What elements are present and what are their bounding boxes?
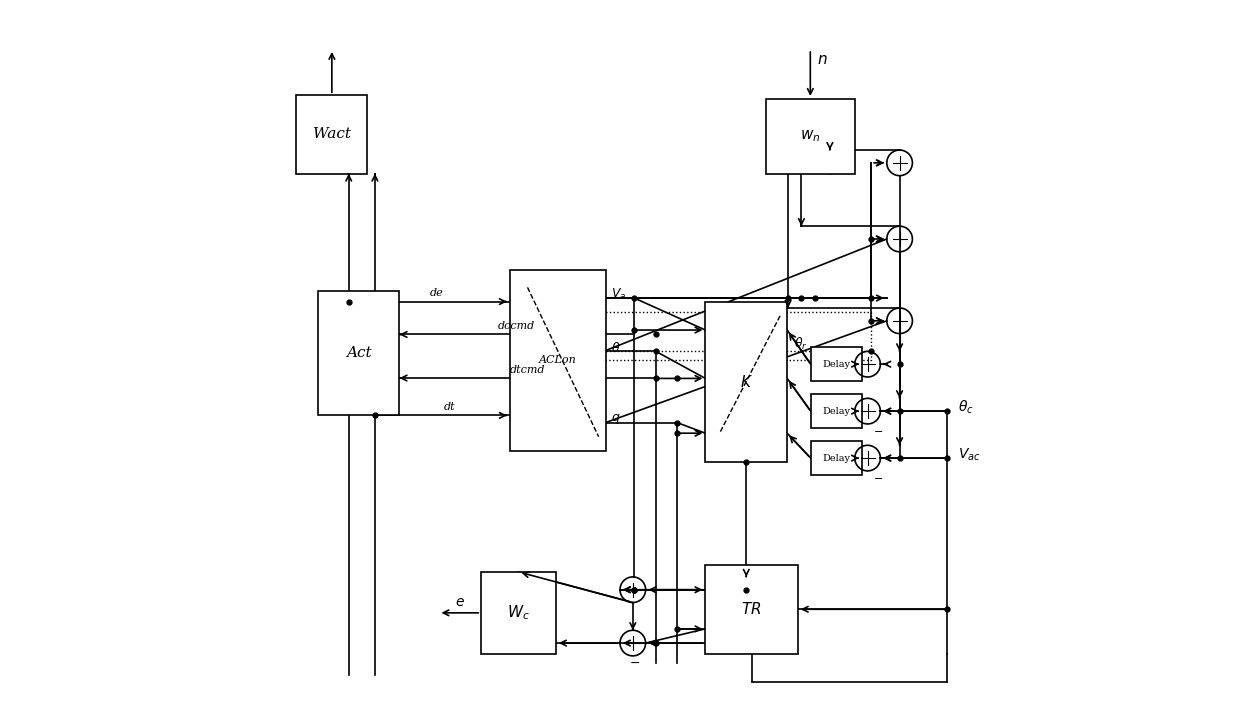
Text: $q$: $q$ xyxy=(611,412,621,426)
Text: Wact: Wact xyxy=(312,128,351,141)
FancyBboxPatch shape xyxy=(811,394,862,428)
Text: ACLon: ACLon xyxy=(539,356,577,365)
FancyBboxPatch shape xyxy=(706,565,797,654)
FancyBboxPatch shape xyxy=(811,347,862,381)
FancyBboxPatch shape xyxy=(317,291,399,415)
Text: $-$: $-$ xyxy=(873,425,883,435)
Text: Delay: Delay xyxy=(822,360,851,369)
Text: $e$: $e$ xyxy=(455,595,465,609)
FancyBboxPatch shape xyxy=(510,270,606,451)
Text: Act: Act xyxy=(346,346,371,360)
Text: $w_n$: $w_n$ xyxy=(800,128,821,144)
Text: $\theta_c$: $\theta_c$ xyxy=(959,399,973,417)
Text: $-$: $-$ xyxy=(873,473,883,483)
Text: $n$: $n$ xyxy=(817,52,828,67)
Text: Delay: Delay xyxy=(822,454,851,462)
FancyBboxPatch shape xyxy=(811,441,862,475)
FancyBboxPatch shape xyxy=(296,95,367,174)
Text: dt: dt xyxy=(444,402,455,412)
FancyBboxPatch shape xyxy=(481,572,556,654)
Text: $-$: $-$ xyxy=(629,656,640,669)
Text: $K$: $K$ xyxy=(740,374,753,389)
Text: Delay: Delay xyxy=(822,407,851,416)
Text: $\theta$: $\theta$ xyxy=(611,341,621,355)
FancyBboxPatch shape xyxy=(706,302,787,462)
Text: $V_{ac}$: $V_{ac}$ xyxy=(959,447,981,462)
Text: $V_a$: $V_a$ xyxy=(611,287,626,302)
Text: $TR$: $TR$ xyxy=(742,602,761,617)
Text: de: de xyxy=(429,288,443,298)
Text: $W_c$: $W_c$ xyxy=(507,604,529,622)
FancyBboxPatch shape xyxy=(766,99,854,174)
Text: dtcmd: dtcmd xyxy=(510,364,546,374)
Text: dccmd: dccmd xyxy=(498,321,536,331)
Text: $\theta_r$: $\theta_r$ xyxy=(795,336,808,352)
